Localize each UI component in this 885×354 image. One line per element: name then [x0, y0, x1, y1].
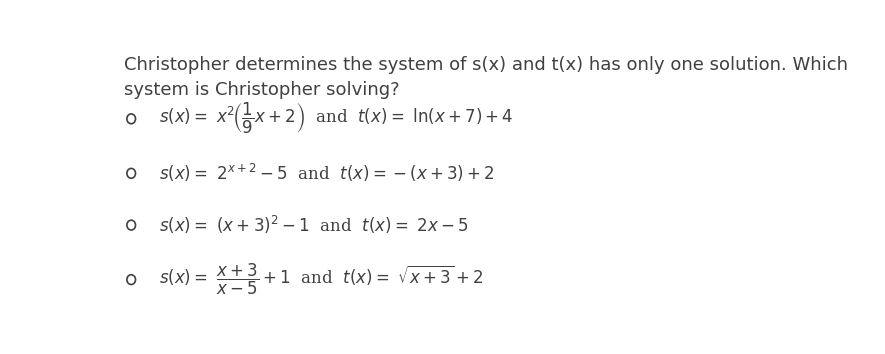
Text: $s(x)=\ (x+3)^2-1$  and  $t(x)=\ 2x-5$: $s(x)=\ (x+3)^2-1$ and $t(x)=\ 2x-5$: [158, 214, 468, 236]
Text: $s(x)=\ \dfrac{x+3}{x-5}+1$  and  $t(x)=\ \sqrt{x+3}+2$: $s(x)=\ \dfrac{x+3}{x-5}+1$ and $t(x)=\ …: [158, 262, 483, 297]
Text: $s(x)=\ x^2\!\left(\dfrac{1}{9}x+2\right)$  and  $t(x)=\ \mathrm{ln}(x+7)+4$: $s(x)=\ x^2\!\left(\dfrac{1}{9}x+2\right…: [158, 101, 513, 136]
Text: $s(x)=\ 2^{x+2}-5$  and  $t(x)=-(x+3)+2$: $s(x)=\ 2^{x+2}-5$ and $t(x)=-(x+3)+2$: [158, 162, 495, 184]
Text: Christopher determines the system of s(x) and t(x) has only one solution. Which
: Christopher determines the system of s(x…: [124, 56, 849, 99]
